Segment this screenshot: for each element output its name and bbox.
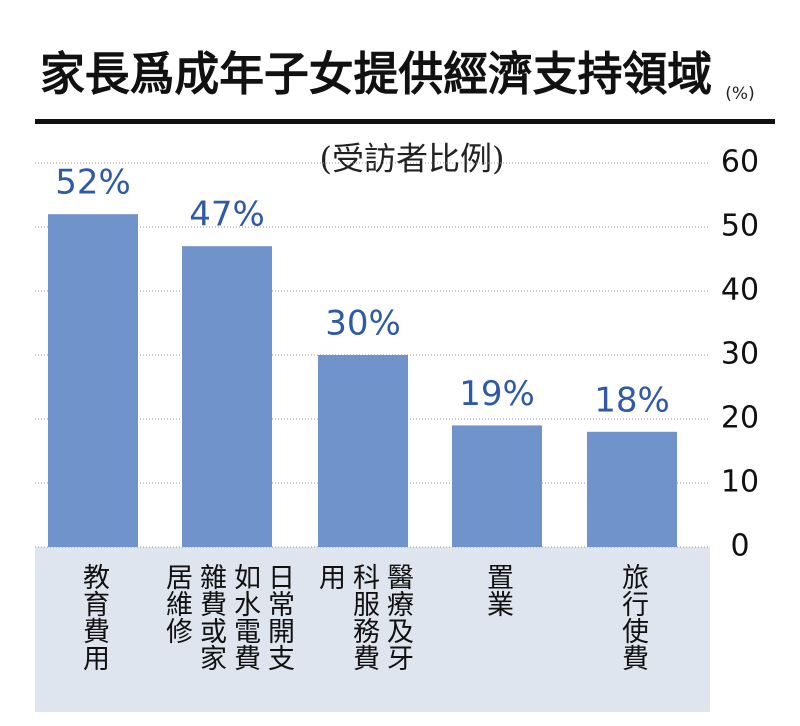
bar: [182, 246, 272, 547]
y-tick-label: 60: [721, 145, 759, 180]
category-label: 置業: [482, 563, 513, 617]
bar: [48, 214, 138, 547]
value-label: 52%: [55, 163, 131, 203]
y-tick-label: 50: [721, 209, 759, 244]
y-tick-label: 20: [721, 401, 759, 436]
category-label: 教育費用: [78, 563, 109, 671]
bar: [318, 355, 408, 547]
value-label: 47%: [189, 195, 265, 235]
y-tick-label: 30: [721, 337, 759, 372]
value-label: 19%: [459, 374, 535, 414]
bar: [452, 425, 542, 547]
y-tick-label: 10: [721, 465, 759, 500]
title-rule: [35, 119, 775, 124]
value-label: 18%: [594, 380, 670, 420]
category-label: 旅行使費: [617, 563, 648, 671]
chart-subtitle: (受訪者比例): [320, 140, 505, 178]
chart-title: 家長爲成年子女提供經濟支持領域: [40, 47, 712, 101]
y-tick-label: 40: [721, 273, 759, 308]
value-label: 30%: [325, 304, 401, 344]
y-tick-label: 0: [730, 529, 749, 564]
category-band: [35, 547, 710, 712]
unit-label: (%): [725, 84, 754, 104]
category-label: 醫療及牙科服務費用: [314, 563, 413, 671]
bar: [587, 431, 677, 547]
category-label: 日常開支如水電費雜費或家居維修: [161, 563, 294, 671]
